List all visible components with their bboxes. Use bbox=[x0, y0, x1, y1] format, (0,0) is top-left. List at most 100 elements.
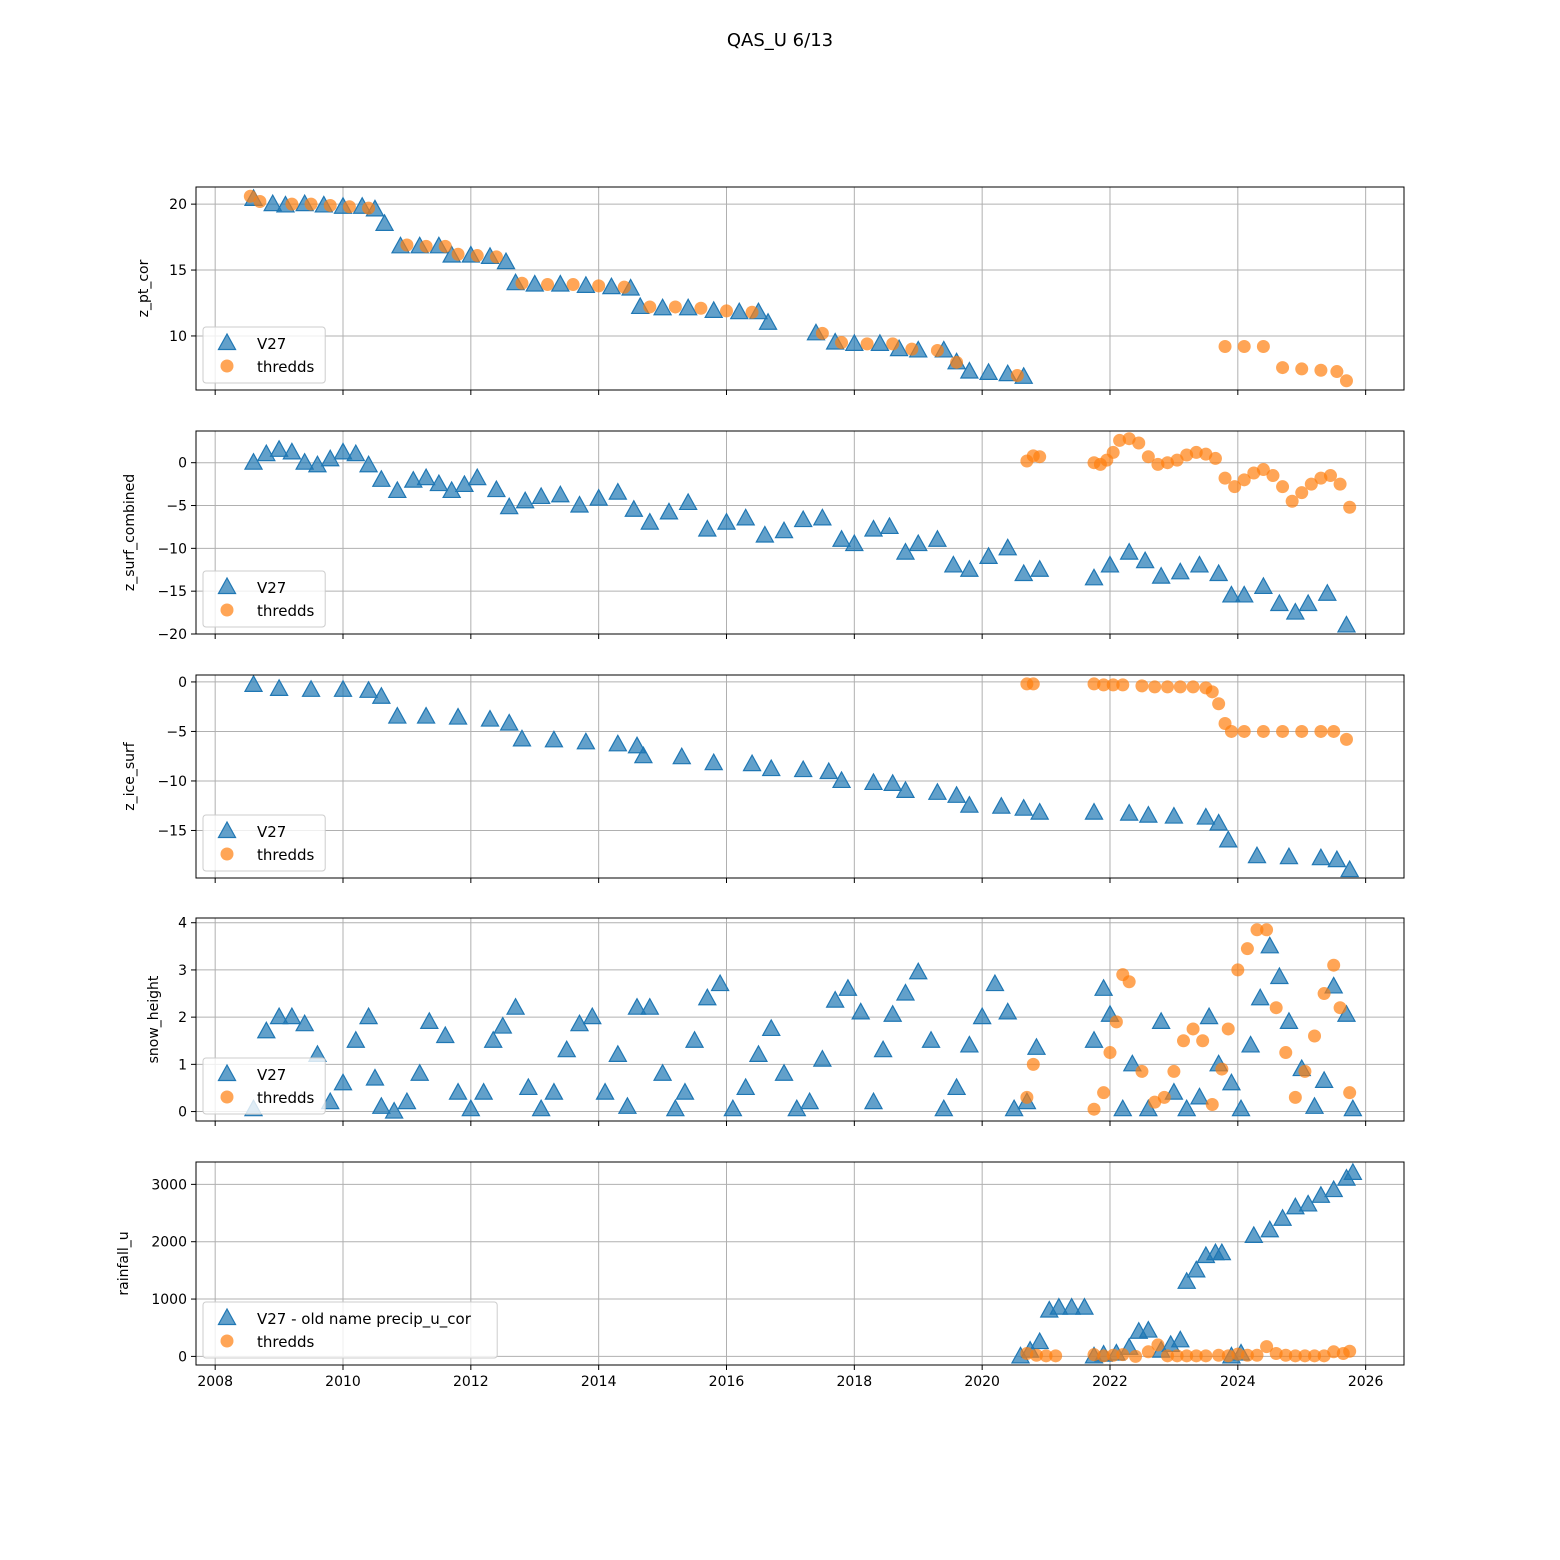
v27-point bbox=[429, 473, 449, 492]
v27-point bbox=[1138, 805, 1158, 823]
thredds-point bbox=[1295, 724, 1309, 738]
thredds-point bbox=[950, 355, 964, 369]
v27-point bbox=[800, 1091, 820, 1110]
v27-point bbox=[243, 675, 264, 692]
v27-point bbox=[506, 997, 526, 1015]
v27-point bbox=[1074, 1297, 1094, 1315]
v27-point bbox=[1253, 576, 1273, 594]
v27-point bbox=[371, 469, 391, 487]
y-tick-label: −5 bbox=[166, 499, 187, 515]
v27-point bbox=[1135, 550, 1155, 569]
legend-thredds-marker bbox=[220, 1334, 234, 1348]
v27-point bbox=[831, 529, 852, 547]
v27-point bbox=[384, 1101, 404, 1119]
y-tick-label: 1000 bbox=[151, 1292, 187, 1308]
v27-point bbox=[1343, 1162, 1363, 1180]
v27-point bbox=[480, 709, 500, 727]
thredds-point bbox=[1288, 1349, 1302, 1363]
thredds-point bbox=[1106, 678, 1120, 692]
v27-point bbox=[1241, 1035, 1261, 1053]
thredds-point bbox=[1330, 365, 1344, 379]
v27-point bbox=[1272, 1208, 1293, 1226]
v27-point bbox=[531, 486, 551, 505]
thredds-point bbox=[1231, 1347, 1245, 1361]
v27-point bbox=[729, 301, 749, 320]
v27-point bbox=[243, 452, 264, 470]
v27-point bbox=[959, 559, 979, 577]
v27-point bbox=[282, 1006, 302, 1025]
v27-point bbox=[371, 1096, 391, 1114]
v27-point bbox=[624, 499, 644, 517]
axes-frame bbox=[195, 1161, 1405, 1366]
v27-point bbox=[742, 753, 762, 772]
axes-frame bbox=[195, 674, 1405, 879]
v27-point bbox=[895, 780, 916, 798]
legend-box bbox=[202, 1057, 326, 1115]
legend-label-v27: V27 bbox=[257, 823, 286, 841]
thredds-point bbox=[1029, 1348, 1043, 1362]
legend-v27-marker bbox=[217, 1063, 237, 1082]
legend-label-v27: V27 bbox=[257, 1066, 286, 1084]
thredds-point bbox=[1224, 724, 1238, 738]
thredds-point bbox=[1221, 1022, 1235, 1036]
x-tick-label: 2026 bbox=[1348, 1374, 1384, 1390]
v27-point bbox=[991, 796, 1011, 814]
thredds-point bbox=[1189, 445, 1203, 459]
v27-point bbox=[659, 502, 679, 520]
thredds-point bbox=[1339, 732, 1353, 746]
series-v27 bbox=[243, 675, 1360, 878]
v27-point bbox=[589, 488, 609, 506]
thredds-point bbox=[1285, 494, 1299, 508]
thredds-point bbox=[643, 300, 657, 314]
v27-point bbox=[793, 759, 813, 778]
v27-point bbox=[569, 495, 590, 513]
v27-point bbox=[282, 442, 302, 460]
v27-point bbox=[838, 978, 858, 996]
v27-point bbox=[697, 519, 717, 537]
thredds-point bbox=[304, 197, 318, 211]
thredds-point bbox=[1218, 340, 1232, 353]
v27-point bbox=[576, 732, 596, 750]
y-tick-label: 2000 bbox=[151, 1235, 187, 1251]
legend-label-thredds: thredds bbox=[257, 846, 314, 864]
v27-point bbox=[978, 546, 999, 564]
v27-point bbox=[608, 482, 628, 500]
thredds-point bbox=[1317, 987, 1331, 1001]
y-tick-label: −5 bbox=[166, 724, 187, 740]
legend-thredds-marker bbox=[220, 847, 234, 861]
v27-point bbox=[812, 1049, 832, 1067]
v27-point bbox=[1212, 1242, 1232, 1261]
v27-point bbox=[608, 734, 628, 752]
v27-point bbox=[1186, 1260, 1206, 1278]
v27-point bbox=[863, 1091, 884, 1110]
thredds-point bbox=[1276, 361, 1290, 375]
v27-point bbox=[365, 1068, 385, 1086]
thredds-point bbox=[1157, 1090, 1171, 1104]
v27-point bbox=[359, 1006, 379, 1025]
v27-point bbox=[1049, 1297, 1069, 1315]
thredds-point bbox=[719, 304, 733, 318]
y-axis-label: z_surf_combined bbox=[122, 474, 138, 591]
thredds-point bbox=[1323, 469, 1337, 483]
series-thredds bbox=[1020, 677, 1353, 746]
thredds-point bbox=[1106, 1348, 1120, 1362]
legend-thredds-marker bbox=[220, 1090, 234, 1104]
v27-point bbox=[665, 1098, 685, 1117]
thredds-point bbox=[1148, 680, 1162, 694]
legend: V27 thredds bbox=[202, 326, 326, 384]
v27-point bbox=[793, 509, 813, 528]
thredds-point bbox=[1295, 362, 1309, 376]
thredds-point bbox=[1205, 1097, 1219, 1111]
v27-point bbox=[972, 1006, 992, 1025]
v27-point bbox=[672, 746, 692, 765]
thredds-point bbox=[285, 197, 299, 211]
thredds-point bbox=[1087, 1102, 1101, 1116]
thredds-point bbox=[1113, 433, 1127, 447]
legend-label-v27: V27 - old name precip_u_cor bbox=[257, 1310, 472, 1329]
v27-point bbox=[256, 1021, 276, 1039]
v27-point bbox=[608, 1044, 628, 1062]
thredds-point bbox=[1026, 1057, 1040, 1071]
v27-point bbox=[819, 761, 839, 780]
v27-point bbox=[1177, 1098, 1197, 1117]
thredds-point bbox=[1186, 1022, 1200, 1036]
